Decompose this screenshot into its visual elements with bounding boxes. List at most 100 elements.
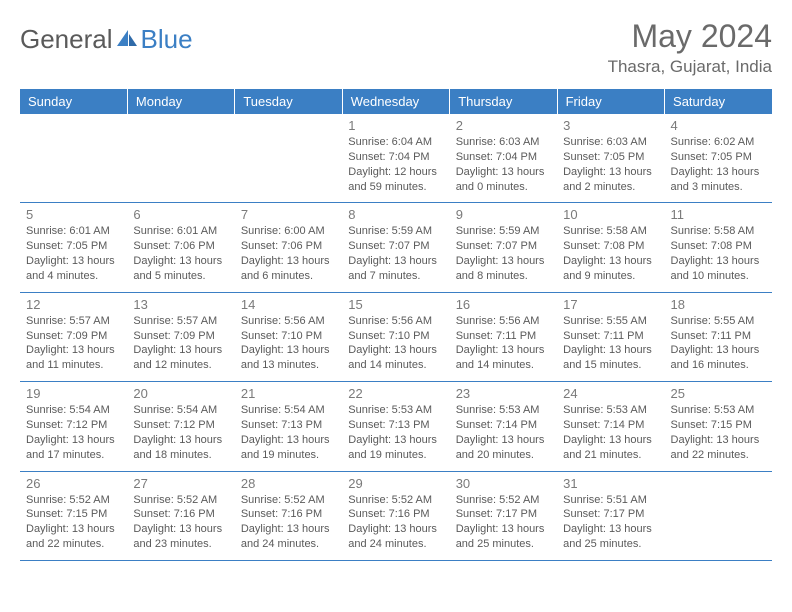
day-info-line: and 17 minutes. [26,448,121,463]
day-info-line: Daylight: 13 hours [241,343,336,358]
day-info-line: Sunset: 7:12 PM [133,418,228,433]
calendar-day-cell: 3 Sunrise: 6:03 AMSunset: 7:05 PMDaylight… [557,114,664,203]
day-info-line: and 19 minutes. [241,448,336,463]
calendar-day-cell [235,114,342,203]
day-number: 7 [241,207,336,222]
day-number: 15 [348,297,443,312]
day-info-line: Sunset: 7:14 PM [563,418,658,433]
day-number: 1 [348,118,443,133]
day-info-line: and 14 minutes. [348,358,443,373]
day-info-line: Sunrise: 5:51 AM [563,493,658,508]
calendar-day-cell: 17Sunrise: 5:55 AMSunset: 7:11 PMDayligh… [557,292,664,381]
calendar-day-cell: 22Sunrise: 5:53 AMSunset: 7:13 PMDayligh… [342,382,449,471]
day-info-line: Sunrise: 5:52 AM [456,493,551,508]
day-number: 3 [563,118,658,133]
day-info-line: Daylight: 13 hours [671,343,766,358]
day-info-line: Sunrise: 5:56 AM [348,314,443,329]
day-number: 14 [241,297,336,312]
calendar-header: SundayMondayTuesdayWednesdayThursdayFrid… [20,89,772,114]
day-info-line: Sunset: 7:15 PM [671,418,766,433]
day-info-line: and 22 minutes. [671,448,766,463]
day-info-line: Sunrise: 6:02 AM [671,135,766,150]
day-number: 31 [563,476,658,491]
day-info-line: Daylight: 13 hours [26,343,121,358]
day-info-line: Daylight: 13 hours [563,522,658,537]
day-info-line: Sunset: 7:04 PM [456,150,551,165]
day-header: Saturday [665,89,772,114]
day-info-line: and 12 minutes. [133,358,228,373]
day-info-line: Sunrise: 6:01 AM [133,224,228,239]
calendar-day-cell: 20Sunrise: 5:54 AMSunset: 7:12 PMDayligh… [127,382,234,471]
calendar-day-cell: 15Sunrise: 5:56 AMSunset: 7:10 PMDayligh… [342,292,449,381]
day-info-line: Daylight: 13 hours [456,254,551,269]
day-info-line: Sunrise: 5:57 AM [133,314,228,329]
calendar-day-cell [665,471,772,560]
calendar-day-cell: 23Sunrise: 5:53 AMSunset: 7:14 PMDayligh… [450,382,557,471]
day-header: Sunday [20,89,127,114]
calendar-week-row: 19Sunrise: 5:54 AMSunset: 7:12 PMDayligh… [20,382,772,471]
day-info-line: Sunrise: 5:54 AM [133,403,228,418]
day-info-line: Sunset: 7:11 PM [563,329,658,344]
day-info-line: Sunset: 7:10 PM [348,329,443,344]
day-info-line: Sunset: 7:05 PM [671,150,766,165]
day-info-line: Sunrise: 5:56 AM [456,314,551,329]
day-info-line: Sunrise: 5:55 AM [563,314,658,329]
day-number: 16 [456,297,551,312]
calendar-table: SundayMondayTuesdayWednesdayThursdayFrid… [20,89,772,561]
day-info-line: Daylight: 13 hours [563,165,658,180]
day-info-line: and 14 minutes. [456,358,551,373]
day-info-line: and 7 minutes. [348,269,443,284]
calendar-day-cell: 27Sunrise: 5:52 AMSunset: 7:16 PMDayligh… [127,471,234,560]
day-info-line: Sunrise: 6:01 AM [26,224,121,239]
day-info-line: Daylight: 13 hours [348,433,443,448]
calendar-day-cell: 13Sunrise: 5:57 AMSunset: 7:09 PMDayligh… [127,292,234,381]
day-number: 24 [563,386,658,401]
calendar-day-cell: 11Sunrise: 5:58 AMSunset: 7:08 PMDayligh… [665,203,772,292]
day-header: Thursday [450,89,557,114]
day-info-line: Sunset: 7:09 PM [133,329,228,344]
day-info-line: Sunset: 7:07 PM [456,239,551,254]
day-info-line: and 21 minutes. [563,448,658,463]
day-number: 17 [563,297,658,312]
calendar-day-cell [127,114,234,203]
day-number: 21 [241,386,336,401]
calendar-day-cell: 12Sunrise: 5:57 AMSunset: 7:09 PMDayligh… [20,292,127,381]
day-info-line: Sunrise: 6:03 AM [563,135,658,150]
day-info-line: Sunrise: 5:52 AM [241,493,336,508]
day-info-line: Daylight: 13 hours [456,165,551,180]
day-number: 5 [26,207,121,222]
day-info-line: Daylight: 13 hours [456,343,551,358]
day-info-line: Daylight: 13 hours [133,254,228,269]
day-number: 13 [133,297,228,312]
day-info-line: Daylight: 13 hours [26,522,121,537]
day-info-line: Sunset: 7:05 PM [26,239,121,254]
day-info-line: Sunset: 7:11 PM [456,329,551,344]
calendar-day-cell: 25Sunrise: 5:53 AMSunset: 7:15 PMDayligh… [665,382,772,471]
day-info-line: and 11 minutes. [26,358,121,373]
day-info-line: and 10 minutes. [671,269,766,284]
day-info-line: Daylight: 13 hours [133,522,228,537]
day-number: 2 [456,118,551,133]
day-info-line: and 16 minutes. [671,358,766,373]
calendar-week-row: 26Sunrise: 5:52 AMSunset: 7:15 PMDayligh… [20,471,772,560]
day-info-line: Daylight: 13 hours [241,433,336,448]
day-info-line: Sunrise: 5:56 AM [241,314,336,329]
calendar-body: 1Sunrise: 6:04 AMSunset: 7:04 PMDaylight… [20,114,772,560]
calendar-day-cell: 26Sunrise: 5:52 AMSunset: 7:15 PMDayligh… [20,471,127,560]
day-number: 30 [456,476,551,491]
calendar-day-cell: 5Sunrise: 6:01 AMSunset: 7:05 PMDaylight… [20,203,127,292]
day-info-line: Sunset: 7:05 PM [563,150,658,165]
month-title: May 2024 [608,18,772,55]
day-info-line: and 2 minutes. [563,180,658,195]
day-info-line: Sunrise: 5:53 AM [671,403,766,418]
day-info-line: Daylight: 13 hours [563,433,658,448]
day-info-line: Sunrise: 5:58 AM [671,224,766,239]
day-info-line: Daylight: 13 hours [348,522,443,537]
day-info-line: Sunrise: 5:54 AM [241,403,336,418]
day-info-line: Daylight: 13 hours [563,254,658,269]
day-header: Tuesday [235,89,342,114]
calendar-day-cell: 18Sunrise: 5:55 AMSunset: 7:11 PMDayligh… [665,292,772,381]
brand-logo: General Blue [20,18,193,55]
day-info-line: and 9 minutes. [563,269,658,284]
day-info-line: and 0 minutes. [456,180,551,195]
